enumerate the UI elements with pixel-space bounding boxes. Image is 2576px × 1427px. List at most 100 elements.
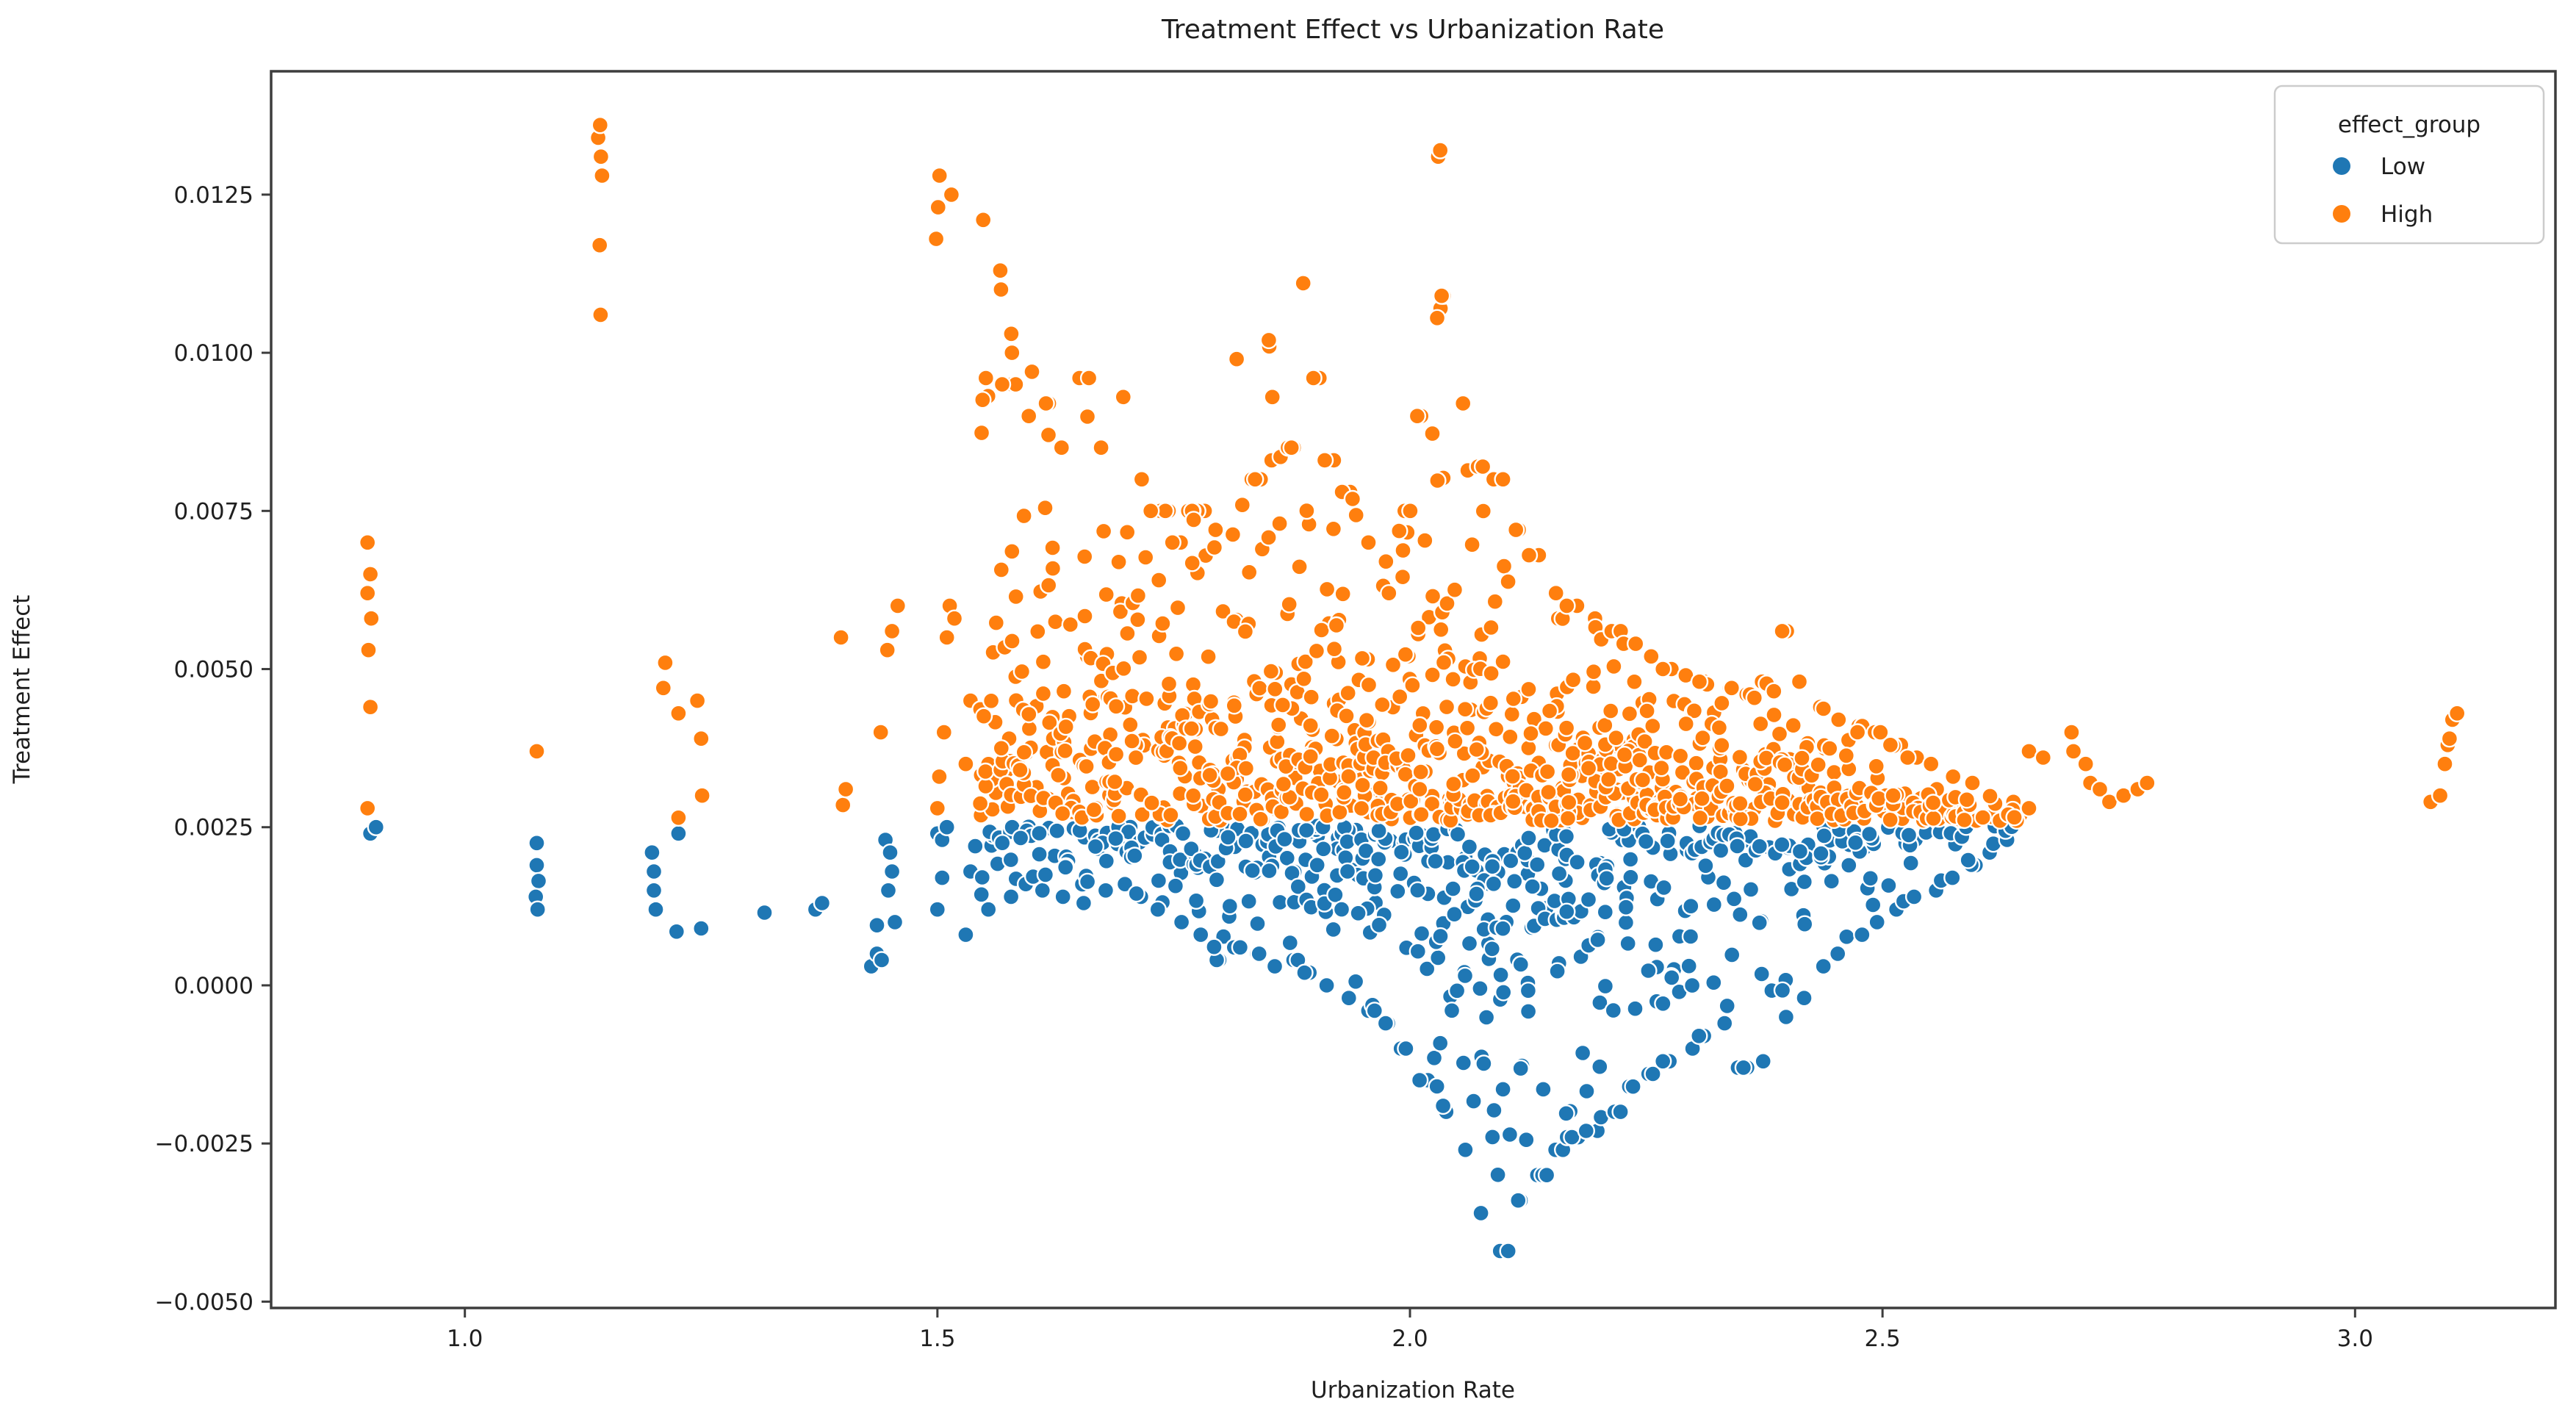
data-point-high [1003, 542, 1021, 561]
data-point-high [1123, 732, 1141, 750]
data-point-high [1130, 648, 1149, 666]
data-point-high [1137, 689, 1156, 708]
data-point-high [1078, 407, 1097, 426]
data-point-high [1290, 558, 1309, 576]
data-point-low [1408, 942, 1428, 960]
x-tick-label: 1.0 [447, 1326, 483, 1352]
data-point-high [1579, 759, 1598, 777]
data-point-low [1902, 854, 1920, 872]
y-tick-label: 0.0025 [174, 815, 253, 841]
data-point-high [1399, 746, 1417, 765]
data-point-high [1251, 679, 1269, 697]
data-point-high [1453, 394, 1472, 413]
data-point-high [974, 391, 992, 409]
data-point-high [1633, 771, 1652, 789]
data-point-high [1034, 653, 1053, 671]
data-point-high [1731, 794, 1749, 813]
data-point-high [1403, 676, 1422, 694]
data-point-high [1121, 716, 1140, 734]
data-point-high [1335, 783, 1353, 802]
data-point-low [1191, 925, 1210, 944]
data-point-high [359, 584, 377, 603]
data-point-low [1207, 871, 1226, 889]
data-point-high [1214, 602, 1232, 621]
data-point-high [1266, 680, 1284, 698]
data-point-high [1881, 736, 1900, 754]
data-point-high [361, 698, 380, 716]
data-point-high [1380, 584, 1398, 603]
data-point-high [1079, 369, 1098, 387]
data-point-high [1296, 653, 1314, 671]
data-point-high [1519, 546, 1539, 564]
data-point-low [1248, 914, 1267, 933]
data-point-low [1483, 940, 1502, 958]
data-point-high [1390, 688, 1409, 706]
data-point-high [1023, 362, 1041, 381]
data-point-high [1981, 787, 1999, 805]
data-point-low [1243, 861, 1262, 880]
data-point-high [1542, 811, 1561, 830]
data-point-high [1003, 632, 1021, 650]
data-point-high [1049, 766, 1068, 785]
data-point-high [974, 707, 993, 725]
data-point-high [1713, 694, 1731, 713]
data-point-high [1097, 585, 1115, 604]
x-tick-label: 2.5 [1864, 1326, 1900, 1352]
data-point-low [1484, 874, 1503, 894]
data-point-high [871, 723, 890, 741]
data-point-high [1020, 705, 1038, 724]
data-point-low [1509, 1191, 1528, 1209]
data-point-low [1250, 944, 1268, 963]
data-point-high [976, 762, 995, 781]
data-point-high [1312, 786, 1331, 804]
data-point-high [1298, 805, 1316, 824]
data-point-high [1396, 645, 1415, 664]
data-point-high [1245, 470, 1264, 489]
data-point-high [1793, 749, 1811, 767]
data-point-low [1697, 856, 1715, 875]
data-point-high [987, 614, 1006, 632]
data-point-low [669, 824, 688, 843]
data-point-high [882, 622, 902, 641]
data-point-high [359, 799, 377, 818]
data-point-high [1259, 331, 1278, 350]
data-point-high [1644, 716, 1662, 736]
data-point-low [1636, 832, 1655, 851]
data-point-low [979, 900, 998, 919]
data-point-high [1730, 748, 1749, 766]
data-point-high [878, 641, 896, 659]
data-point-low [1752, 965, 1771, 983]
data-point-low [1777, 1007, 1796, 1027]
data-point-low [1001, 888, 1021, 906]
data-point-low [1376, 1014, 1395, 1032]
data-point-high [1227, 350, 1246, 368]
data-point-high [1012, 662, 1032, 681]
data-point-high [1519, 738, 1538, 758]
data-point-low [1346, 972, 1365, 991]
data-point-high [1458, 719, 1477, 737]
data-point-high [1693, 789, 1711, 808]
data-point-high [1156, 502, 1175, 520]
data-point-low [1428, 1077, 1446, 1096]
data-point-high [982, 691, 1001, 710]
y-tick-label: −0.0025 [155, 1131, 253, 1157]
data-point-high [1325, 640, 1344, 658]
data-point-high [1722, 679, 1741, 697]
data-point-low [1899, 826, 1918, 844]
data-point-high [935, 723, 954, 741]
data-point-low [1086, 837, 1105, 856]
data-point-high [1167, 644, 1186, 663]
data-point-high [1205, 538, 1224, 557]
legend-marker-low [2333, 157, 2350, 175]
data-point-high [938, 628, 956, 647]
data-point-low [1577, 1121, 1596, 1140]
data-point-high [1218, 764, 1237, 783]
data-point-high [2076, 755, 2095, 773]
data-point-high [1494, 470, 1512, 489]
data-point-high [359, 533, 377, 552]
data-point-high [1820, 739, 1839, 758]
data-point-high [1899, 748, 1917, 767]
data-point-low [1681, 927, 1700, 946]
data-point-high [1183, 554, 1201, 572]
data-point-high [1301, 716, 1320, 735]
